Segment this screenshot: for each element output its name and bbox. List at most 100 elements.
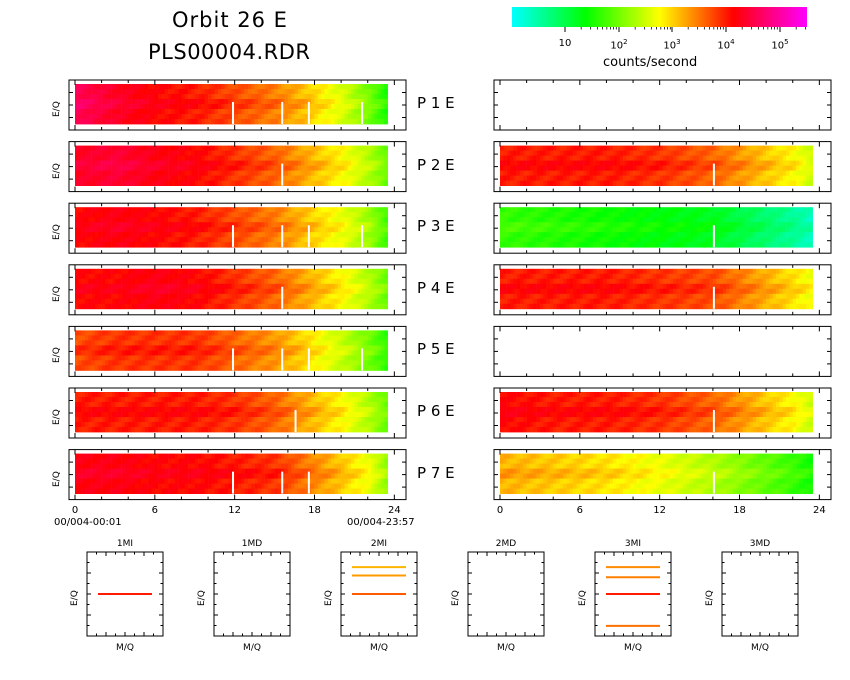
heat-cell — [131, 89, 136, 95]
heat-cell — [188, 407, 192, 413]
heat-cell — [211, 298, 215, 305]
heat-cell — [124, 170, 129, 176]
heat-cell — [221, 392, 225, 398]
heat-cell — [188, 392, 192, 398]
heat-cell — [141, 242, 146, 248]
heat-cell — [194, 273, 199, 280]
heat-cell — [274, 84, 279, 90]
heat-cell — [124, 155, 129, 161]
heat-cell — [134, 402, 139, 408]
heat-cell — [124, 330, 129, 336]
heat-cell — [281, 84, 285, 90]
heat-cell — [128, 288, 132, 295]
heat-cell — [114, 283, 119, 290]
heat-cell — [314, 340, 319, 346]
heat-cell — [138, 180, 142, 186]
heat-cell — [164, 150, 169, 156]
heat-cell — [257, 89, 262, 95]
heat-cell — [357, 104, 362, 110]
heat-cell — [214, 150, 219, 156]
heat-cell — [131, 340, 136, 346]
heat-cell — [84, 355, 89, 361]
heat-cell — [384, 207, 388, 213]
heat-cell — [321, 392, 325, 398]
heat-cell — [81, 402, 86, 408]
heat-cell — [281, 222, 285, 228]
heat-cell — [334, 109, 339, 115]
heat-cell — [91, 237, 96, 243]
heat-cell — [311, 84, 315, 90]
heat-cell — [367, 365, 372, 371]
heat-cell — [78, 145, 82, 151]
heat-cell — [174, 99, 179, 105]
heat-cell — [174, 150, 179, 156]
heat-cell — [88, 104, 92, 110]
heat-cell — [208, 165, 212, 171]
heat-cell — [101, 104, 106, 110]
heat-cell — [284, 242, 289, 248]
heat-cell — [284, 155, 289, 161]
heat-cell — [94, 392, 99, 398]
heat-cell — [94, 180, 99, 186]
heat-cell — [128, 293, 132, 300]
heat-cell — [241, 227, 245, 233]
heat-cell — [234, 407, 239, 413]
heat-cell — [297, 217, 302, 223]
heat-cell — [124, 242, 129, 248]
heat-cell — [174, 155, 179, 161]
heat-cell — [231, 407, 235, 413]
heat-cell — [307, 397, 312, 403]
heat-cell — [174, 283, 179, 290]
heat-cell — [151, 397, 156, 403]
heat-cell — [88, 422, 92, 428]
heat-cell — [121, 360, 126, 366]
heat-cell — [301, 242, 305, 248]
heat-cell — [88, 468, 92, 474]
heat-cell — [374, 330, 378, 336]
heat-cell — [271, 242, 275, 248]
heat-cell — [294, 355, 299, 361]
heat-cell — [168, 397, 172, 403]
heat-cell — [367, 114, 372, 120]
heat-cell — [168, 273, 172, 280]
heat-cell — [211, 407, 215, 413]
heat-cell — [364, 417, 369, 423]
heat-cell — [277, 119, 282, 125]
heat-cell — [81, 155, 86, 161]
heat-cell — [317, 283, 322, 290]
heat-cell — [174, 288, 179, 295]
heat-cell — [234, 232, 239, 238]
heat-cell — [271, 170, 275, 176]
heat-cell — [91, 473, 96, 479]
heat-cell — [124, 468, 129, 474]
heat-cell — [134, 114, 139, 120]
heat-cell — [244, 288, 249, 295]
heat-cell — [377, 145, 382, 151]
heat-cell — [178, 273, 182, 280]
heat-cell — [301, 155, 305, 161]
heat-cell — [121, 217, 126, 223]
heat-cell — [201, 242, 206, 248]
heat-cell — [164, 114, 169, 120]
heat-cell — [134, 293, 139, 300]
heat-cell — [321, 402, 325, 408]
heat-cell — [181, 170, 186, 176]
heat-cell — [104, 402, 109, 408]
heat-cell — [304, 207, 309, 213]
heat-cell — [261, 217, 265, 223]
heat-cell — [171, 402, 176, 408]
heat-cell — [267, 89, 272, 95]
heat-cell — [251, 303, 255, 310]
heat-cell — [254, 365, 259, 371]
heat-cell — [228, 99, 232, 105]
heat-cell — [94, 232, 99, 238]
heat-cell — [114, 453, 119, 459]
heat-cell — [154, 99, 159, 105]
heat-cell — [257, 119, 262, 125]
heat-cell — [331, 350, 335, 356]
heat-cell — [141, 427, 146, 433]
heat-cell — [277, 303, 282, 310]
heat-cell — [327, 155, 332, 161]
heat-cell — [88, 94, 92, 100]
heat-cell — [287, 232, 292, 238]
